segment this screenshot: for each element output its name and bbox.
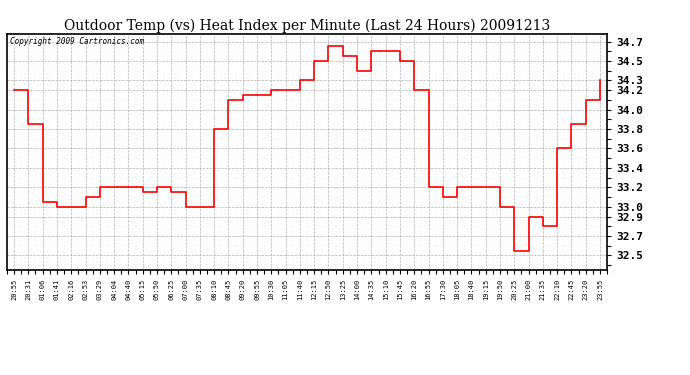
Title: Outdoor Temp (vs) Heat Index per Minute (Last 24 Hours) 20091213: Outdoor Temp (vs) Heat Index per Minute … (64, 18, 550, 33)
Text: Copyright 2009 Cartronics.com: Copyright 2009 Cartronics.com (10, 37, 144, 46)
